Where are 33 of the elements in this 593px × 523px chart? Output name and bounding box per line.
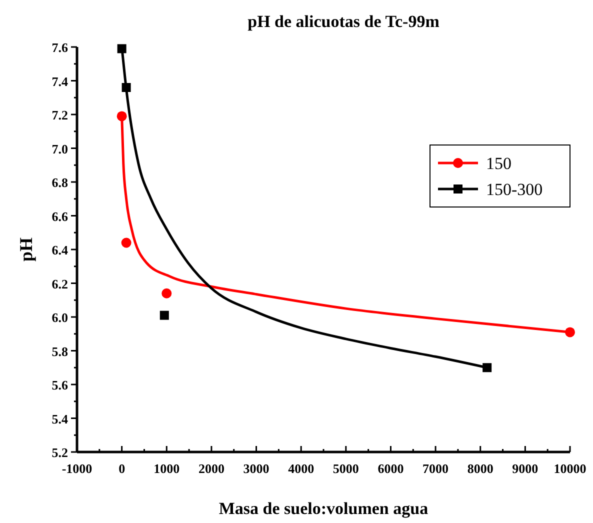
y-tick-label: 5.6 — [52, 378, 68, 392]
y-axis-title: pH — [16, 237, 36, 262]
x-tick-label: 5000 — [332, 461, 359, 476]
x-tick-label: 6000 — [378, 461, 404, 476]
x-tick-label: 9000 — [512, 461, 538, 476]
x-tick-label: 4000 — [288, 461, 314, 476]
legend-label: 150 — [486, 154, 512, 173]
point — [162, 288, 172, 298]
x-tick-label: 1000 — [154, 461, 180, 476]
y-tick-label: 5.8 — [52, 344, 68, 359]
x-tick-label: 10000 — [554, 461, 586, 476]
x-tick-label: 0 — [118, 461, 126, 476]
chart-title: pH de alicuotas de Tc-99m — [248, 12, 440, 31]
x-tick-label: 3000 — [243, 461, 270, 476]
y-tick-label: 6.6 — [52, 208, 68, 224]
y-tick-label: 7.2 — [52, 108, 68, 122]
y-tick-label: 5.4 — [52, 411, 68, 426]
legend-label: 150-300 — [486, 180, 543, 199]
y-tick-label: 6.8 — [52, 175, 68, 190]
y-tick-label: 6.2 — [52, 276, 68, 292]
x-tick-label: 7000 — [422, 461, 449, 476]
y-tick-label: 7.4 — [52, 74, 68, 89]
y-tick-label: 5.2 — [52, 445, 68, 460]
point — [121, 238, 132, 248]
x-tick-label: -1000 — [62, 461, 92, 476]
y-tick-label: 6.0 — [52, 310, 68, 325]
y-tick-label: 7.0 — [52, 141, 68, 156]
x-tick-label: 2000 — [198, 461, 224, 476]
point — [160, 310, 169, 320]
y-tick-label: 7.6 — [52, 40, 68, 55]
x-axis-title: Masa de suelo:volumen agua — [218, 499, 429, 518]
y-tick-label: 6.4 — [52, 242, 68, 258]
x-tick-label: 8000 — [467, 461, 494, 476]
